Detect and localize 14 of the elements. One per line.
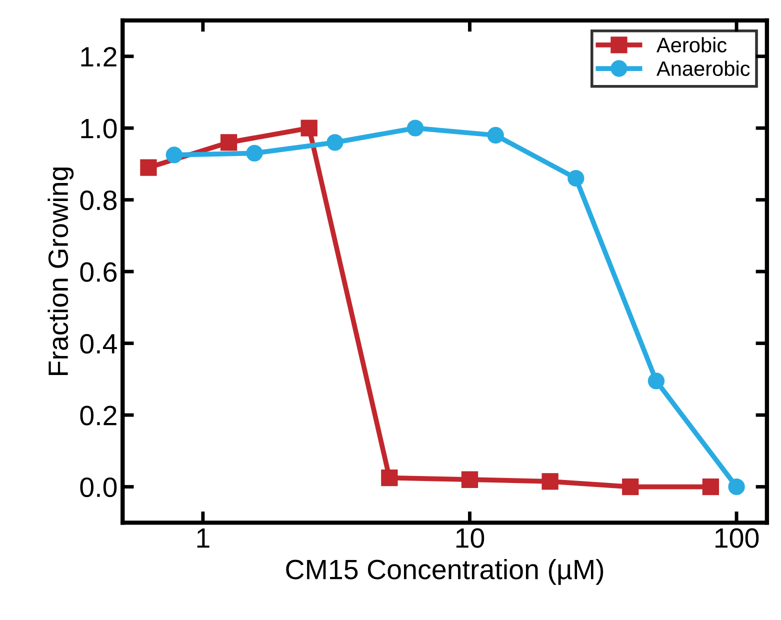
x-axis-title: CM15 Concentration (µM) xyxy=(286,558,604,585)
y-tick-label: 0.4 xyxy=(80,334,117,354)
x-tick-label: 1 xyxy=(197,528,210,548)
y-axis-title: Fraction Growing xyxy=(48,168,74,376)
y-tick-label: 0.8 xyxy=(80,190,117,210)
y-tick-label: 1.0 xyxy=(81,118,117,138)
legend-label: Anaerobic xyxy=(656,60,750,76)
legend-label: Aerobic xyxy=(656,37,727,52)
y-tick-label: 0.2 xyxy=(80,406,116,426)
x-tick-label: 100 xyxy=(715,528,759,548)
x-tick-label: 10 xyxy=(456,528,484,548)
y-tick-label: 0.0 xyxy=(80,477,117,498)
y-tick-label: 1.2 xyxy=(81,47,116,66)
y-tick-label: 0.6 xyxy=(80,262,117,282)
